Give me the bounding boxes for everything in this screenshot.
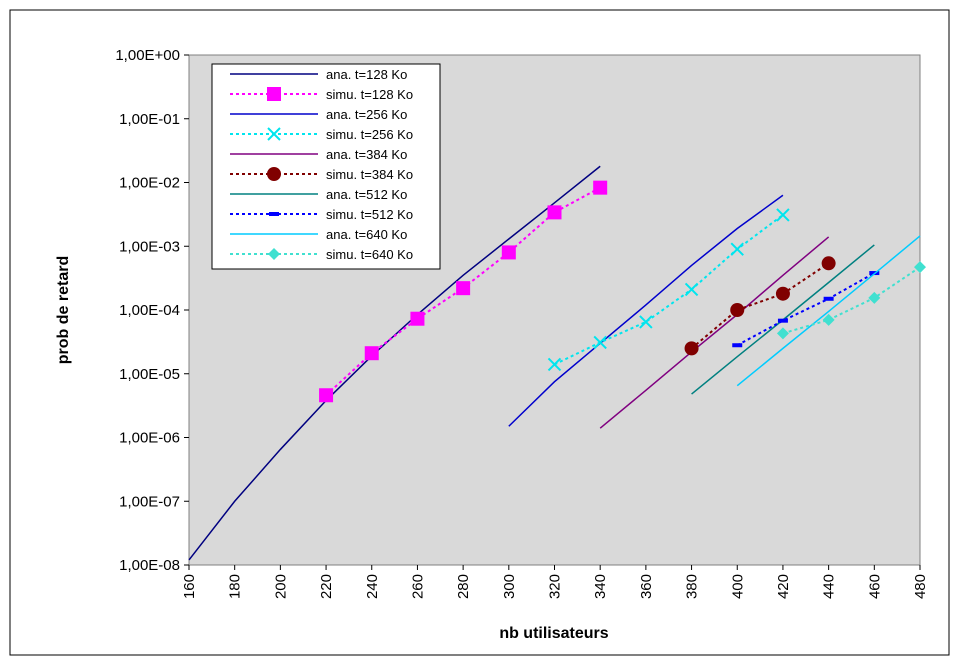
x-tick-label: 360 bbox=[638, 574, 655, 599]
data-point-diamond bbox=[776, 327, 789, 340]
data-point-x bbox=[776, 208, 790, 222]
y-axis: 1,00E+00 1,00E-01 1,00E-02 1,00E-03 1,00E-04… bbox=[115, 47, 189, 574]
data-point-diamond bbox=[822, 313, 835, 326]
series-4 bbox=[599, 236, 830, 429]
series-line bbox=[782, 266, 921, 335]
legend-label: simu. t=128 Ko bbox=[326, 87, 413, 102]
y-tick-label: 1,00E-07 bbox=[119, 493, 180, 510]
x-tick-label: 180 bbox=[227, 574, 244, 599]
data-point-x bbox=[639, 315, 653, 329]
x-tick-label: 260 bbox=[409, 574, 426, 599]
legend-label: simu. t=640 Ko bbox=[326, 247, 413, 262]
data-point-square bbox=[547, 205, 562, 220]
series-8 bbox=[736, 235, 921, 387]
x-tick-label: 200 bbox=[272, 574, 289, 599]
x-tick-label: 160 bbox=[181, 574, 198, 599]
data-point-diamond bbox=[914, 261, 926, 274]
legend-label: ana. t=384 Ko bbox=[326, 147, 407, 162]
x-tick-label: 380 bbox=[684, 574, 701, 599]
legend-label: ana. t=128 Ko bbox=[326, 67, 407, 82]
series-5 bbox=[684, 256, 836, 356]
x-tick-label: 420 bbox=[775, 574, 792, 599]
data-point-circle bbox=[267, 167, 281, 181]
data-point-square bbox=[364, 346, 379, 361]
series-1 bbox=[319, 180, 608, 403]
data-point-dash bbox=[732, 343, 743, 348]
legend-label: ana. t=256 Ko bbox=[326, 107, 407, 122]
legend-label: simu. t=256 Ko bbox=[326, 127, 413, 142]
data-point-circle bbox=[821, 256, 836, 271]
x-tick-label: 320 bbox=[547, 574, 564, 599]
data-point-dash bbox=[777, 318, 788, 323]
legend-label: ana. t=512 Ko bbox=[326, 187, 407, 202]
data-point-dash bbox=[269, 212, 279, 216]
x-tick-label: 240 bbox=[364, 574, 381, 599]
x-tick-label: 280 bbox=[455, 574, 472, 599]
data-point-x bbox=[267, 127, 281, 141]
y-tick-label: 1,00E-02 bbox=[119, 175, 180, 192]
x-tick-label: 440 bbox=[821, 574, 838, 599]
series-line bbox=[736, 235, 921, 387]
legend-box bbox=[211, 63, 441, 270]
x-tick-label: 220 bbox=[318, 574, 335, 599]
data-point-square bbox=[319, 388, 334, 403]
y-tick-label: 1,00E-08 bbox=[119, 557, 180, 574]
series-line bbox=[736, 272, 875, 347]
data-point-circle bbox=[775, 286, 790, 301]
x-axis-title: nb utilisateurs bbox=[499, 625, 608, 642]
legend-label: simu. t=512 Ko bbox=[326, 207, 413, 222]
x-tick-label: 400 bbox=[729, 574, 746, 599]
y-tick-label: 1,00E-03 bbox=[119, 238, 180, 255]
data-point-square bbox=[267, 87, 281, 101]
data-point-x bbox=[684, 282, 699, 297]
x-tick-label: 340 bbox=[592, 574, 609, 599]
data-point-circle bbox=[730, 303, 745, 317]
series-line bbox=[554, 214, 784, 366]
data-point-x bbox=[547, 357, 562, 372]
y-tick-label: 1,00E-05 bbox=[119, 366, 180, 383]
data-point-square bbox=[593, 180, 608, 195]
series-layer bbox=[188, 165, 926, 561]
x-axis: 160 180 200 220 240 260 280 300 320 340 360 380 400 4… bbox=[181, 565, 929, 599]
data-point-diamond bbox=[868, 291, 881, 304]
y-tick-label: 1,00E-01 bbox=[119, 111, 180, 128]
y-tick-label: 1,00E-04 bbox=[119, 302, 180, 319]
legend-label: ana. t=640 Ko bbox=[326, 227, 407, 242]
series-2 bbox=[508, 194, 784, 427]
x-tick-label: 480 bbox=[912, 574, 929, 599]
data-point-square bbox=[501, 245, 516, 260]
y-axis-title: prob de retard bbox=[55, 256, 72, 364]
y-tick-label: 1,00E-06 bbox=[119, 430, 180, 447]
legend: ana. t=128 Ko simu. t=128 Ko ana. t=256 Ko… bbox=[211, 63, 441, 270]
series-line bbox=[599, 236, 830, 429]
y-tick-label: 1,00E+00 bbox=[115, 47, 180, 64]
data-point-x bbox=[730, 242, 744, 256]
data-point-diamond bbox=[268, 248, 280, 260]
data-point-dash bbox=[823, 296, 834, 301]
x-tick-label: 460 bbox=[866, 574, 883, 599]
series-line bbox=[508, 194, 784, 427]
data-point-square bbox=[410, 311, 425, 326]
data-point-circle bbox=[684, 341, 699, 356]
legend-label: simu. t=384 Ko bbox=[326, 167, 413, 182]
series-9 bbox=[776, 261, 926, 340]
series-3 bbox=[547, 208, 790, 372]
x-tick-label: 300 bbox=[501, 574, 518, 599]
data-point-x bbox=[593, 335, 607, 350]
data-point-square bbox=[456, 281, 471, 296]
